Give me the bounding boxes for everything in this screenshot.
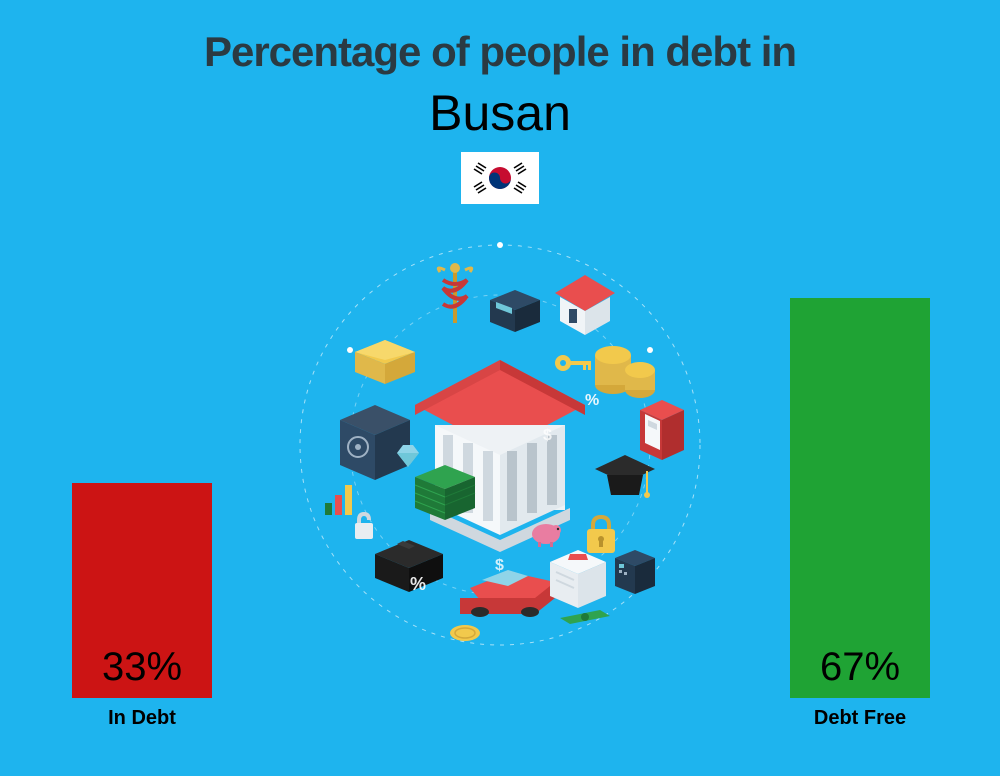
dollar-bill-icon	[560, 610, 610, 624]
padlock-open-icon	[355, 512, 373, 539]
key-icon	[555, 355, 591, 371]
bar-value-in_debt: 33%	[72, 645, 212, 690]
page-title: Percentage of people in debt in	[0, 28, 1000, 76]
finance-illustration: % % $ $	[285, 230, 715, 660]
coin-icon	[450, 625, 480, 641]
calculator-icon	[490, 290, 540, 332]
svg-text:$: $	[543, 427, 552, 444]
coins-icon	[595, 346, 655, 398]
korea-flag-icon	[461, 152, 539, 204]
piggy-bank-icon	[532, 524, 561, 547]
phone-icon	[640, 400, 684, 460]
bar-debt_free: 67%	[790, 298, 930, 698]
padlock-icon	[587, 515, 615, 553]
house-icon	[555, 275, 615, 335]
bar-in_debt: 33%	[72, 483, 212, 698]
city-subtitle: Busan	[0, 84, 1000, 142]
envelope-icon	[355, 340, 415, 384]
svg-text:%: %	[585, 392, 599, 409]
calculator-small-icon	[615, 550, 655, 594]
briefcase-icon	[375, 540, 443, 592]
svg-text:%: %	[410, 574, 426, 594]
caduceus-icon	[438, 263, 471, 323]
bar-label-in_debt: In Debt	[42, 707, 242, 730]
barchart-icon	[325, 485, 352, 515]
car-icon	[460, 570, 555, 617]
svg-text:$: $	[495, 557, 504, 574]
bar-value-debt_free: 67%	[790, 645, 930, 690]
clipboard-icon	[550, 550, 606, 608]
safe-icon	[340, 405, 410, 480]
graduation-cap-icon	[595, 455, 655, 498]
bar-label-debt_free: Debt Free	[760, 707, 960, 730]
